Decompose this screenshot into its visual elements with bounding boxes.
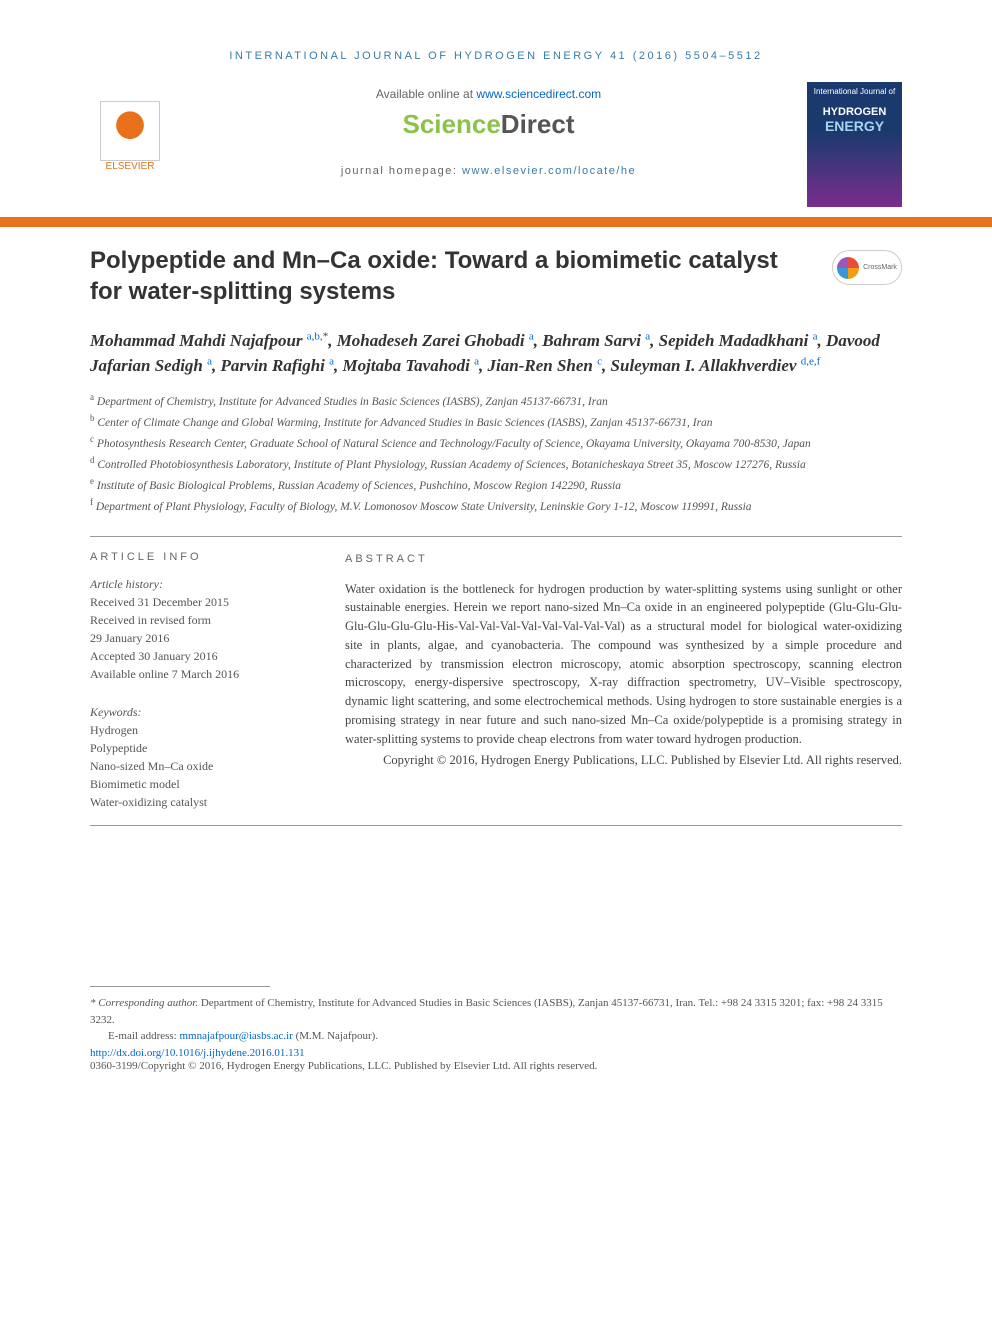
received-date: Received 31 December 2015 [90,593,305,611]
accepted-date: Accepted 30 January 2016 [90,647,305,665]
affiliations: a Department of Chemistry, Institute for… [90,391,902,516]
article-info-column: ARTICLE INFO Article history: Received 3… [90,551,305,811]
sd-direct: Direct [501,109,575,139]
email-label: E-mail address: [108,1030,179,1042]
keywords-label: Keywords: [90,703,305,721]
email-line: E-mail address: mmnajafpour@iasbs.ac.ir … [108,1028,902,1045]
journal-cover[interactable]: International Journal of HYDROGEN ENERGY [807,82,902,207]
revised-date: Received in revised form [90,611,305,629]
affiliation: f Department of Plant Physiology, Facult… [90,496,902,516]
issn-copyright: 0360-3199/Copyright © 2016, Hydrogen Ene… [90,1060,902,1072]
journal-homepage: journal homepage: www.elsevier.com/locat… [190,165,787,177]
publisher-header: ELSEVIER Available online at www.science… [90,82,902,207]
elsevier-label: ELSEVIER [106,161,155,172]
corresponding-label: * Corresponding author. [90,997,198,1009]
abstract-body: Water oxidation is the bottleneck for hy… [345,580,902,749]
cover-energy: ENERGY [812,118,897,134]
crossmark-icon [837,257,859,279]
keyword: Hydrogen [90,721,305,739]
author[interactable]: Mohammad Mahdi Najafpour a,b,* [90,331,328,350]
keyword: Polypeptide [90,739,305,757]
corresponding-text: Department of Chemistry, Institute for A… [90,997,883,1026]
corresponding-author: * Corresponding author. Department of Ch… [90,995,902,1028]
journal-reference: INTERNATIONAL JOURNAL OF HYDROGEN ENERGY… [90,50,902,62]
doi-link[interactable]: http://dx.doi.org/10.1016/j.ijhydene.201… [90,1047,305,1059]
author[interactable]: Sepideh Madadkhani a [659,331,818,350]
author[interactable]: Mojtaba Tavahodi a [343,356,480,375]
homepage-link[interactable]: www.elsevier.com/locate/he [462,165,636,177]
keyword: Biomimetic model [90,775,305,793]
cover-hydrogen: HYDROGEN [812,106,897,118]
affiliation: c Photosynthesis Research Center, Gradua… [90,433,902,453]
keyword: Water-oxidizing catalyst [90,793,305,811]
author-list: Mohammad Mahdi Najafpour a,b,*, Mohadese… [90,329,902,378]
author[interactable]: Jian-Ren Shen c [488,356,602,375]
cover-line1: International Journal of [812,87,897,96]
affiliation: a Department of Chemistry, Institute for… [90,391,902,411]
section-divider [90,536,902,537]
abstract-column: ABSTRACT Water oxidation is the bottlene… [345,551,902,811]
orange-divider-bar [0,217,992,227]
elsevier-tree-icon [100,101,160,161]
footnote-divider [90,986,270,987]
author[interactable]: Mohadeseh Zarei Ghobadi a [337,331,534,350]
author[interactable]: Suleyman I. Allakhverdiev d,e,f [611,356,821,375]
email-link[interactable]: mmnajafpour@iasbs.ac.ir [179,1030,292,1042]
abstract-copyright: Copyright © 2016, Hydrogen Energy Public… [345,751,902,770]
sd-science: Science [403,109,501,139]
affiliation: e Institute of Basic Biological Problems… [90,475,902,495]
crossmark-badge[interactable]: CrossMark [832,250,902,285]
homepage-prefix: journal homepage: [341,165,462,177]
revised-date-2: 29 January 2016 [90,629,305,647]
affiliation: d Controlled Photobiosynthesis Laborator… [90,454,902,474]
author[interactable]: Parvin Rafighi a [221,356,335,375]
keyword: Nano-sized Mn–Ca oxide [90,757,305,775]
history-label: Article history: [90,575,305,593]
elsevier-logo[interactable]: ELSEVIER [90,82,170,172]
article-title: Polypeptide and Mn–Ca oxide: Toward a bi… [90,245,812,307]
affiliation: b Center of Climate Change and Global Wa… [90,412,902,432]
article-info-header: ARTICLE INFO [90,551,305,563]
crossmark-label: CrossMark [863,264,897,271]
sciencedirect-link[interactable]: www.sciencedirect.com [476,87,601,101]
author[interactable]: Bahram Sarvi a [542,331,650,350]
online-date: Available online 7 March 2016 [90,665,305,683]
available-online: Available online at www.sciencedirect.co… [190,87,787,101]
section-divider-2 [90,825,902,826]
email-suffix: (M.M. Najafpour). [293,1030,378,1042]
sciencedirect-logo[interactable]: ScienceDirect [190,109,787,140]
abstract-header: ABSTRACT [345,551,902,568]
available-prefix: Available online at [376,87,477,101]
doi-line: http://dx.doi.org/10.1016/j.ijhydene.201… [90,1047,902,1059]
